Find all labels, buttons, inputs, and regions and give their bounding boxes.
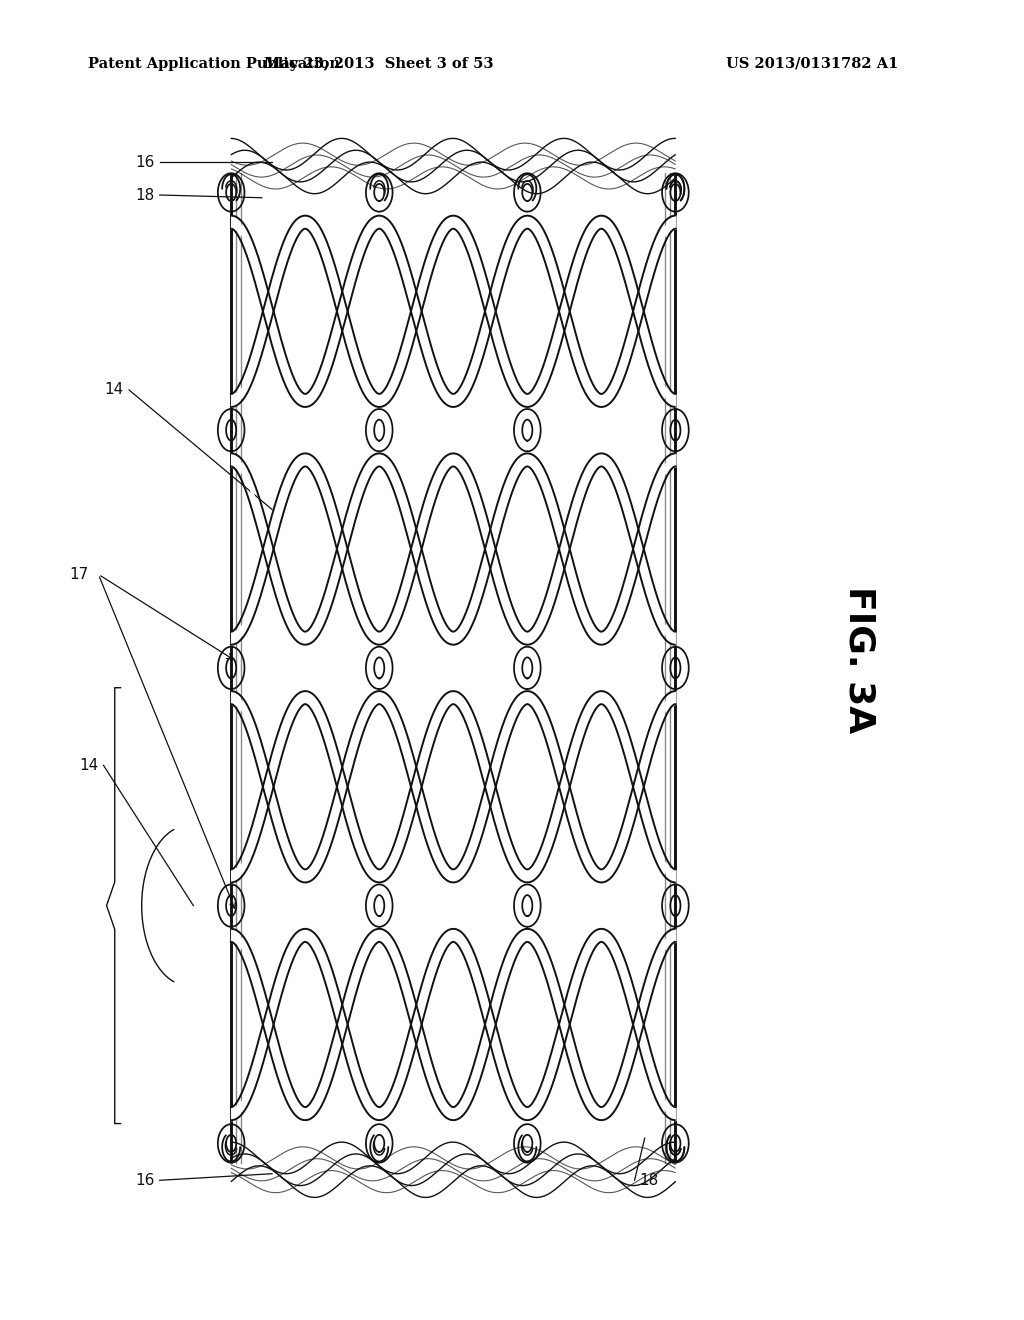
Text: FIG. 3A: FIG. 3A (842, 586, 877, 734)
Text: US 2013/0131782 A1: US 2013/0131782 A1 (726, 57, 899, 71)
Text: May 23, 2013  Sheet 3 of 53: May 23, 2013 Sheet 3 of 53 (264, 57, 494, 71)
Text: 14: 14 (79, 758, 98, 774)
Text: 18: 18 (640, 1172, 658, 1188)
Text: 16: 16 (135, 1172, 155, 1188)
Text: 18: 18 (135, 187, 155, 202)
Text: 14: 14 (104, 383, 124, 397)
Text: Patent Application Publication: Patent Application Publication (88, 57, 340, 71)
Text: 17: 17 (69, 566, 88, 582)
Text: 16: 16 (135, 154, 155, 169)
